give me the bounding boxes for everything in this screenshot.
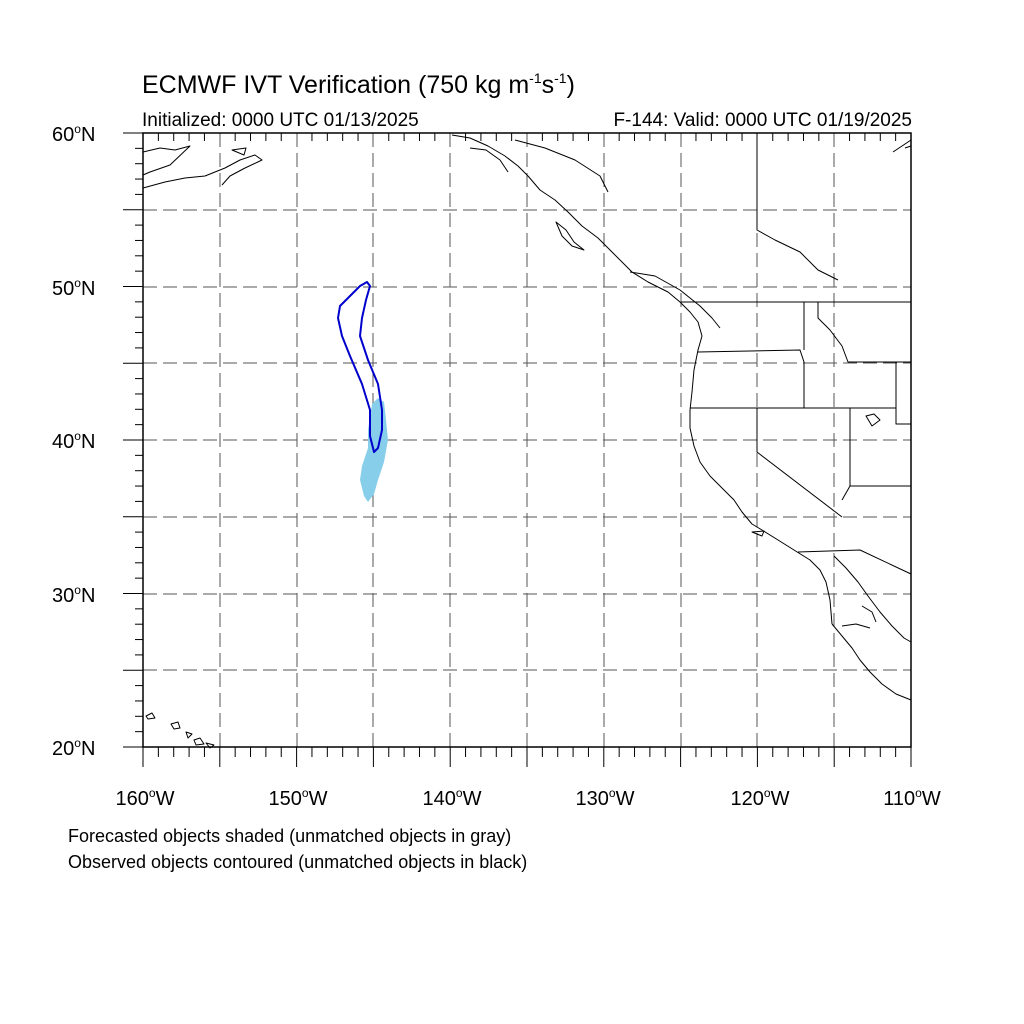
valid-time-label: F-144: Valid: 0000 UTC 01/19/2025 [613,110,912,131]
lat-label: 60oN [52,122,96,146]
axis-ticks [123,132,912,767]
legend-observed-note: Observed objects contoured (unmatched ob… [68,852,528,872]
lon-label: 160oW [115,786,175,810]
initialized-label: Initialized: 0000 UTC 01/13/2025 [142,110,419,131]
lat-label: 20oN [52,736,96,760]
lon-label: 130oW [575,786,635,810]
coastlines [142,133,912,749]
lat-label: 30oN [52,583,96,607]
grid-lines [143,133,911,747]
observed-contour [337,281,383,453]
legend-forecast-note: Forecasted objects shaded (unmatched obj… [68,826,512,846]
lon-label: 140oW [422,786,482,810]
lon-label: 120oW [730,786,790,810]
lat-label: 50oN [52,276,96,300]
lon-label: 110oW [883,786,941,810]
map-title: ECMWF IVT Verification (750 kg m-1s-1) [142,70,575,99]
lat-label: 40oN [52,429,96,453]
lon-label: 150oW [268,786,328,810]
